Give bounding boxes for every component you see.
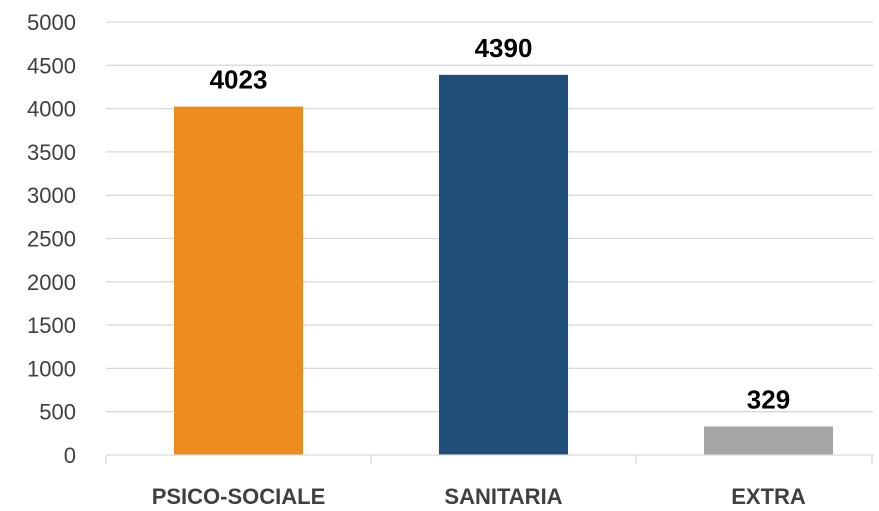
y-tick-label: 4000 (27, 97, 76, 122)
y-axis-tick-labels: 0 500 1000 1500 2000 2500 3000 3500 4000 4500 5000 (27, 10, 76, 468)
bar (439, 74, 568, 456)
bars (174, 74, 833, 456)
category-label: EXTRA (731, 484, 806, 509)
y-tick-label: 500 (39, 400, 76, 425)
y-tick-label: 2500 (27, 227, 76, 252)
y-tick-label: 4500 (27, 53, 76, 78)
category-label: SANITARIA (444, 484, 562, 509)
data-labels: 4023 4390 329 (210, 33, 791, 415)
y-tick-label: 3500 (27, 140, 76, 165)
data-label: 4390 (475, 33, 533, 63)
y-tick-label: 1000 (27, 356, 76, 381)
data-label: 329 (747, 385, 790, 415)
category-label: PSICO-SOCIALE (152, 484, 326, 509)
y-tick-label: 1500 (27, 313, 76, 338)
category-labels: PSICO-SOCIALE SANITARIA EXTRA (152, 484, 806, 509)
x-axis (105, 454, 873, 464)
y-tick-label: 2000 (27, 270, 76, 295)
bar (174, 106, 303, 455)
y-tick-label: 0 (64, 443, 76, 468)
y-tick-label: 5000 (27, 10, 76, 35)
bar (704, 426, 833, 455)
data-label: 4023 (210, 65, 268, 95)
y-tick-label: 3000 (27, 183, 76, 208)
